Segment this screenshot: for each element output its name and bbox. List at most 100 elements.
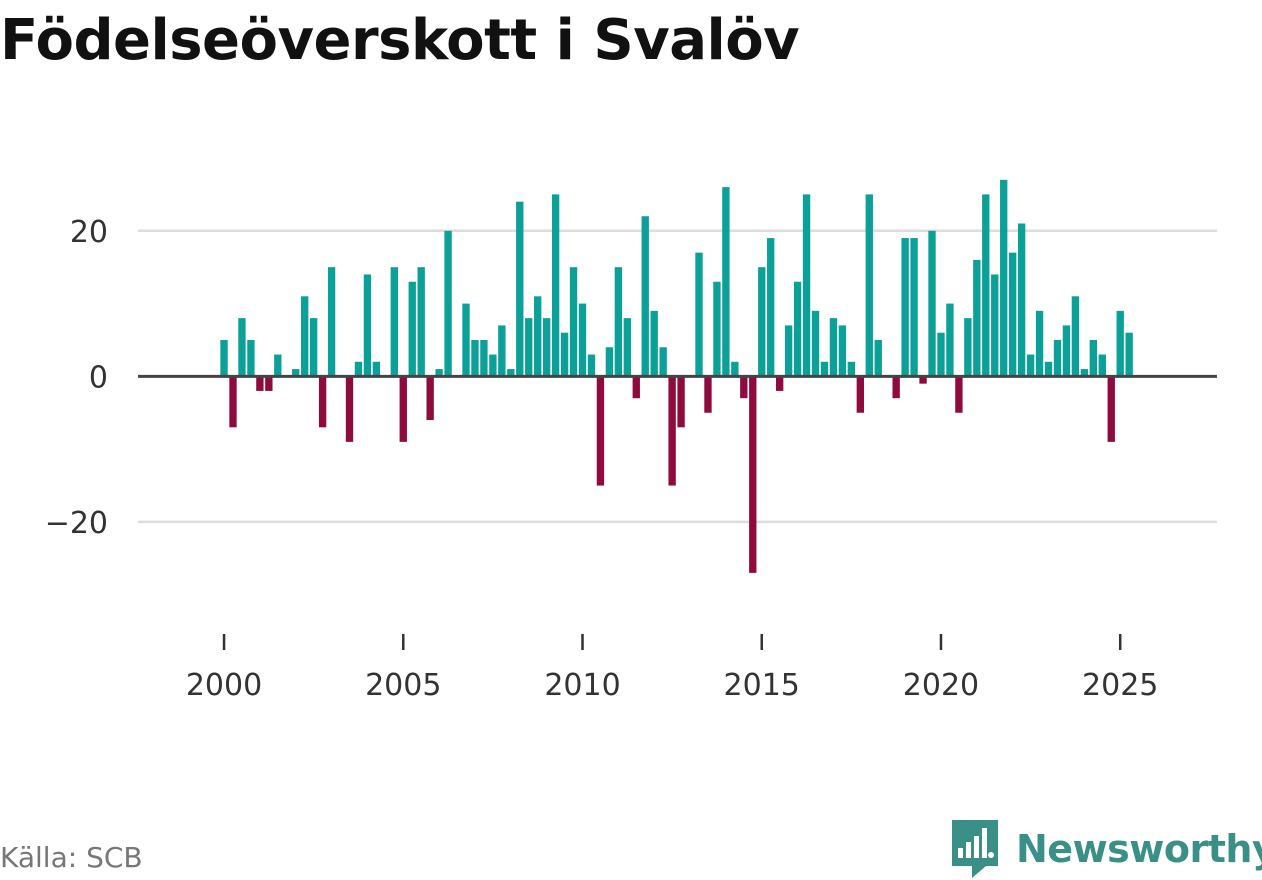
bar-positive: [1098, 354, 1106, 377]
bar-positive: [784, 325, 793, 377]
bar-positive: [551, 194, 560, 377]
x-tick-label: 2020: [903, 668, 979, 703]
bar-positive: [722, 187, 730, 377]
bar-positive: [1116, 310, 1124, 377]
newsworthy-logo-icon: [952, 820, 998, 878]
bar-positive: [946, 303, 954, 377]
bar-positive: [847, 361, 856, 377]
bar-positive: [542, 318, 551, 377]
bar-negative: [668, 376, 676, 486]
bar-positive: [731, 361, 739, 377]
bar-positive: [1035, 310, 1044, 377]
bar-positive: [444, 230, 452, 377]
bar-positive: [408, 281, 416, 377]
bar-negative: [892, 376, 900, 399]
bar-positive: [1071, 296, 1080, 377]
x-tick-label: 2015: [724, 668, 800, 703]
bar-positive: [937, 332, 945, 377]
bar-positive: [713, 281, 721, 377]
bar-positive: [874, 339, 882, 377]
bar-positive: [695, 252, 703, 377]
bar-positive: [534, 296, 542, 377]
bar-positive: [498, 325, 506, 377]
bar-positive: [435, 369, 443, 377]
bar-positive: [1125, 332, 1133, 377]
bar-positive: [650, 310, 658, 377]
bar-positive: [480, 339, 488, 377]
bar-positive: [1089, 339, 1097, 377]
bar-negative: [426, 376, 434, 421]
bar-positive: [641, 216, 649, 377]
bar-negative: [775, 376, 784, 391]
bar-positive: [982, 194, 990, 377]
bar-positive: [802, 194, 811, 377]
bar-negative: [740, 376, 748, 399]
bar-positive: [274, 354, 282, 377]
bar-positive: [793, 281, 802, 377]
bar-positive: [471, 339, 479, 377]
bar-positive: [525, 318, 533, 377]
bar-positive: [829, 318, 838, 377]
bar-negative: [704, 376, 712, 413]
bar-positive: [1062, 325, 1071, 377]
bar-positive: [292, 369, 300, 377]
bar-positive: [238, 318, 246, 377]
bar-positive: [928, 230, 936, 377]
bar-positive: [507, 369, 515, 377]
bar-positive: [1009, 252, 1017, 377]
bar-positive: [1053, 339, 1062, 377]
bar-negative: [1107, 376, 1115, 442]
bar-positive: [964, 318, 972, 377]
bar-positive: [605, 347, 614, 377]
bar-positive: [758, 267, 766, 377]
x-tick-label: 2025: [1082, 668, 1158, 703]
axes: 20 0 −20 2000 2005 2010 2015 2020 2025: [45, 215, 1217, 703]
bar-negative: [955, 376, 963, 413]
x-tick-label: 2000: [186, 668, 262, 703]
bar-positive: [991, 274, 999, 377]
y-tick-label: 0: [89, 360, 108, 395]
bar-positive: [614, 267, 623, 377]
bar-positive: [220, 339, 228, 377]
bar-positive: [516, 201, 524, 377]
bar-negative: [399, 376, 407, 442]
bar-positive: [578, 303, 587, 377]
bar-negative: [596, 376, 605, 486]
bar-positive: [659, 347, 667, 377]
bar-negative: [919, 376, 927, 384]
bar-negative: [856, 376, 864, 413]
bar-negative: [345, 376, 354, 442]
chart-title: Födelseöverskott i Svalöv: [0, 8, 800, 73]
bar-negative: [256, 376, 264, 391]
bar-negative: [632, 376, 640, 399]
bar-positive: [838, 325, 847, 377]
bar-positive: [1080, 369, 1089, 377]
bar-positive: [327, 267, 336, 377]
bar-positive: [247, 339, 255, 377]
bar-negative: [318, 376, 327, 428]
bar-positive: [865, 194, 873, 377]
bar-positive: [489, 354, 497, 377]
bar-positive: [301, 296, 309, 377]
bar-positive: [811, 310, 820, 377]
bar-positive: [354, 361, 363, 377]
bar-positive: [309, 318, 318, 377]
source-label: Källa: SCB: [0, 841, 143, 874]
x-tick-label: 2010: [544, 668, 620, 703]
bar-positive: [973, 259, 981, 377]
bar-positive: [1000, 179, 1008, 377]
bar-positive: [901, 238, 909, 377]
brand-name: Newsworthy: [1016, 827, 1262, 871]
bar-positive: [587, 354, 596, 377]
bar-negative: [677, 376, 685, 428]
bar-positive: [1044, 361, 1053, 377]
bar-positive: [560, 332, 569, 377]
bar-positive: [569, 267, 578, 377]
grid-lines: [138, 229, 1217, 524]
brand-logo[interactable]: Newsworthy: [950, 818, 1262, 880]
bar-positive: [363, 274, 372, 377]
y-tick-label: −20: [45, 506, 108, 541]
bar-positive: [372, 361, 381, 377]
bars: [220, 179, 1133, 573]
